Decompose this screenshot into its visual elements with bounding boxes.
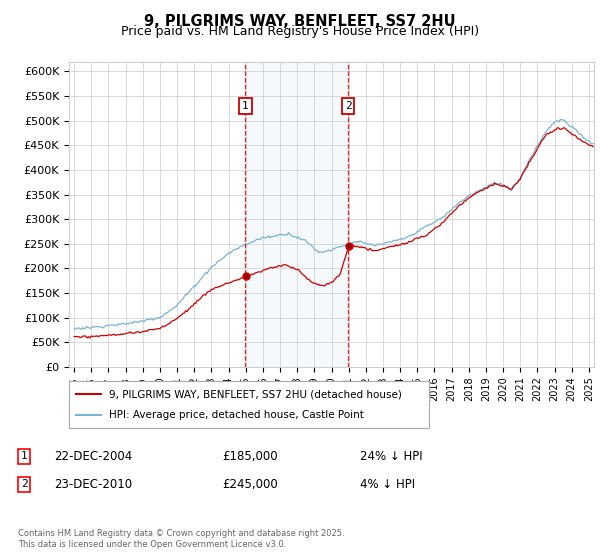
Text: Price paid vs. HM Land Registry's House Price Index (HPI): Price paid vs. HM Land Registry's House …	[121, 25, 479, 38]
Text: 2: 2	[345, 101, 352, 111]
Text: 4% ↓ HPI: 4% ↓ HPI	[360, 478, 415, 491]
Text: 23-DEC-2010: 23-DEC-2010	[54, 478, 132, 491]
Text: £245,000: £245,000	[222, 478, 278, 491]
Text: £185,000: £185,000	[222, 450, 278, 463]
Text: 2: 2	[20, 479, 28, 489]
Text: 22-DEC-2004: 22-DEC-2004	[54, 450, 132, 463]
Text: 9, PILGRIMS WAY, BENFLEET, SS7 2HU (detached house): 9, PILGRIMS WAY, BENFLEET, SS7 2HU (deta…	[109, 389, 401, 399]
Text: 9, PILGRIMS WAY, BENFLEET, SS7 2HU: 9, PILGRIMS WAY, BENFLEET, SS7 2HU	[144, 14, 456, 29]
Text: HPI: Average price, detached house, Castle Point: HPI: Average price, detached house, Cast…	[109, 410, 364, 420]
Text: 1: 1	[242, 101, 249, 111]
Text: 1: 1	[20, 451, 28, 461]
Bar	[245, 62, 349, 367]
Text: Contains HM Land Registry data © Crown copyright and database right 2025.
This d: Contains HM Land Registry data © Crown c…	[18, 529, 344, 549]
Text: 24% ↓ HPI: 24% ↓ HPI	[360, 450, 422, 463]
